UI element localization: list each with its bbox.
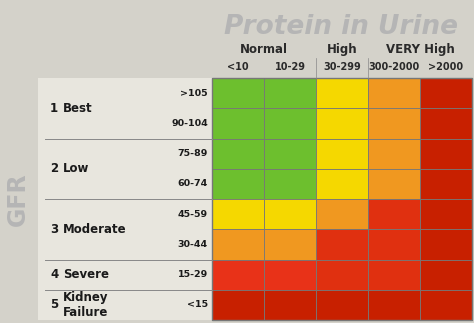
- Text: Moderate: Moderate: [63, 223, 127, 236]
- Text: Severe: Severe: [63, 268, 109, 281]
- Bar: [316, 108, 368, 139]
- Text: Protein in Urine: Protein in Urine: [224, 14, 458, 40]
- Text: 30-44: 30-44: [178, 240, 208, 249]
- Bar: [368, 229, 420, 259]
- Bar: [368, 199, 420, 229]
- Bar: [368, 290, 420, 320]
- Bar: [212, 78, 264, 108]
- Bar: [212, 259, 264, 290]
- Bar: [264, 108, 316, 139]
- Bar: [420, 229, 472, 259]
- Text: 5: 5: [50, 298, 58, 311]
- Text: >2000: >2000: [428, 62, 464, 72]
- Bar: [212, 139, 264, 169]
- Text: 45-59: 45-59: [178, 210, 208, 219]
- Text: Low: Low: [63, 162, 90, 175]
- Text: 90-104: 90-104: [171, 119, 208, 128]
- Bar: [212, 290, 264, 320]
- Bar: [264, 229, 316, 259]
- Text: 3: 3: [50, 223, 58, 236]
- Text: Best: Best: [63, 102, 92, 115]
- Text: >105: >105: [181, 89, 208, 98]
- Bar: [316, 290, 368, 320]
- Bar: [368, 169, 420, 199]
- Text: 300-2000: 300-2000: [368, 62, 419, 72]
- Text: 10-29: 10-29: [274, 62, 306, 72]
- Bar: [212, 199, 264, 229]
- Text: 4: 4: [50, 268, 58, 281]
- Bar: [212, 78, 472, 320]
- Bar: [264, 290, 316, 320]
- Text: VERY High: VERY High: [386, 43, 455, 56]
- Bar: [368, 139, 420, 169]
- Bar: [264, 199, 316, 229]
- Bar: [368, 108, 420, 139]
- Bar: [316, 199, 368, 229]
- Bar: [420, 78, 472, 108]
- Bar: [420, 199, 472, 229]
- Bar: [264, 139, 316, 169]
- Bar: [264, 259, 316, 290]
- Bar: [316, 229, 368, 259]
- Bar: [420, 259, 472, 290]
- Text: GFR: GFR: [6, 172, 30, 226]
- Bar: [420, 169, 472, 199]
- Bar: [316, 78, 368, 108]
- Text: Normal: Normal: [240, 43, 288, 56]
- Text: 60-74: 60-74: [178, 179, 208, 188]
- Bar: [420, 139, 472, 169]
- Bar: [368, 78, 420, 108]
- Text: 30-299: 30-299: [323, 62, 361, 72]
- Bar: [316, 169, 368, 199]
- Text: 1: 1: [50, 102, 58, 115]
- Text: Kidney
Failure: Kidney Failure: [63, 291, 109, 319]
- Bar: [368, 259, 420, 290]
- Text: 15-29: 15-29: [178, 270, 208, 279]
- Text: <10: <10: [227, 62, 249, 72]
- Text: 2: 2: [50, 162, 58, 175]
- Bar: [420, 108, 472, 139]
- Bar: [212, 229, 264, 259]
- Bar: [420, 290, 472, 320]
- Text: High: High: [327, 43, 357, 56]
- Bar: [38, 78, 212, 320]
- Bar: [316, 259, 368, 290]
- Bar: [316, 139, 368, 169]
- Bar: [264, 78, 316, 108]
- Text: <15: <15: [187, 300, 208, 309]
- Bar: [212, 169, 264, 199]
- Bar: [212, 108, 264, 139]
- Bar: [264, 169, 316, 199]
- Text: 75-89: 75-89: [178, 149, 208, 158]
